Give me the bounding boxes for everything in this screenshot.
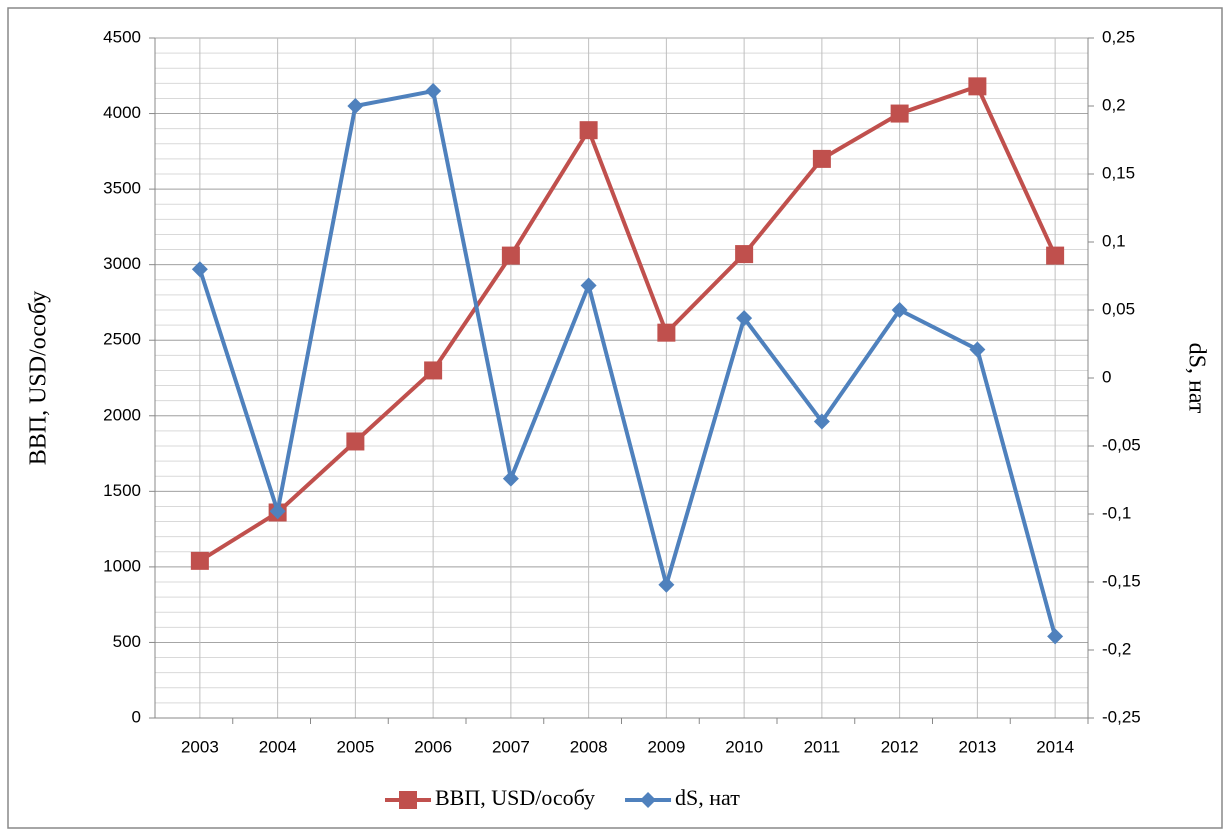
x-tick-label: 2012 [881, 737, 919, 756]
x-tick-label: 2014 [1036, 737, 1074, 756]
marker [812, 149, 831, 168]
y2-tick-label: -0,2 [1102, 639, 1131, 658]
series-line [197, 89, 1058, 637]
y-tick-label: 4000 [103, 103, 141, 122]
x-tick-label: 2005 [336, 737, 374, 756]
marker [1046, 246, 1065, 265]
x-tick-label: 2013 [958, 737, 996, 756]
chart-frame [7, 7, 1223, 829]
y2-tick-label: 0 [1102, 367, 1111, 386]
marker [579, 121, 598, 140]
x-tick-label: 2010 [725, 737, 763, 756]
marker [891, 302, 908, 318]
y-tick-label: 2000 [103, 405, 141, 424]
marker [657, 323, 676, 342]
x-tick-label: 2007 [492, 737, 530, 756]
marker [425, 83, 442, 100]
marker [190, 551, 209, 570]
marker [347, 98, 364, 114]
y-axis-label: ВВП, USD/особу [26, 291, 52, 466]
y-tick-label: 3000 [103, 254, 141, 273]
marker [501, 246, 520, 265]
marker [424, 361, 443, 380]
marker [346, 432, 365, 451]
x-tick-label: 2009 [647, 737, 685, 756]
marker [813, 413, 830, 430]
x-tick-label: 2004 [259, 737, 297, 756]
marker [269, 503, 286, 520]
marker [658, 576, 675, 593]
y2-tick-label: 0,1 [1102, 231, 1126, 250]
marker [640, 792, 657, 808]
y2-tick-label: -0,05 [1102, 435, 1141, 454]
y-tick-label: 1000 [103, 556, 141, 575]
x-tick-label: 2008 [570, 737, 608, 756]
y-tick-label: 1500 [103, 481, 141, 500]
marker [969, 341, 986, 358]
y-tick-label: 500 [113, 632, 141, 651]
y2-tick-label: 0,25 [1102, 27, 1135, 46]
y2-tick-label: -0,15 [1102, 571, 1141, 590]
legend-label: ВВП, USD/особу [435, 785, 595, 810]
marker [890, 104, 909, 123]
marker [580, 277, 597, 294]
x-tick-label: 2006 [414, 737, 452, 756]
y2-axis-label: dS, нат [1183, 343, 1209, 414]
marker [502, 470, 519, 487]
y-tick-label: 3500 [103, 179, 141, 198]
marker [191, 261, 208, 278]
series-line [198, 84, 1057, 563]
y-tick-label: 2500 [103, 330, 141, 349]
x-tick-label: 2011 [804, 737, 841, 756]
x-tick-label: 2003 [181, 737, 219, 756]
marker [735, 245, 754, 264]
marker [968, 77, 987, 96]
y2-tick-label: 0,05 [1102, 299, 1135, 318]
y-tick-label: 4500 [103, 27, 141, 46]
y2-tick-label: 0,15 [1102, 163, 1135, 182]
marker [399, 791, 417, 809]
y2-tick-label: -0,25 [1102, 707, 1141, 726]
legend-label: dS, нат [675, 785, 740, 810]
marker [1047, 628, 1064, 645]
marker [736, 310, 753, 327]
y-tick-label: 0 [132, 707, 141, 726]
y2-tick-label: 0,2 [1102, 95, 1126, 114]
y2-tick-label: -0,1 [1102, 503, 1131, 522]
